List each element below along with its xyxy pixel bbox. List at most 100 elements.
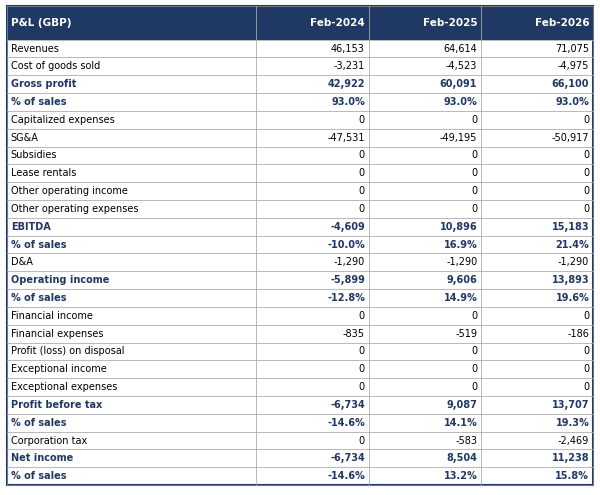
Text: P&L (GBP): P&L (GBP) [11,18,71,28]
Text: 13,893: 13,893 [551,275,589,285]
Bar [7,6,256,40]
Text: -6,734: -6,734 [330,453,365,463]
Bar [368,432,481,449]
Text: -4,523: -4,523 [446,61,478,71]
Bar [368,218,481,236]
Bar [481,75,593,93]
Bar [7,75,256,93]
Text: 0: 0 [359,382,365,392]
Text: Subsidies: Subsidies [11,150,58,160]
Text: 0: 0 [583,168,589,178]
Bar [368,396,481,414]
Bar [7,432,256,449]
Bar [481,271,593,289]
Text: 9,087: 9,087 [446,400,478,410]
Bar [481,289,593,307]
Text: Feb-2025: Feb-2025 [423,18,478,28]
Text: 0: 0 [583,364,589,374]
Bar [368,360,481,378]
Bar [256,200,368,218]
Bar [368,271,481,289]
Text: -519: -519 [455,329,478,339]
Bar [481,432,593,449]
Text: 0: 0 [359,364,365,374]
Bar [368,236,481,253]
Bar [481,414,593,432]
Text: -47,531: -47,531 [328,133,365,143]
Text: 14.9%: 14.9% [443,293,478,303]
Bar [481,93,593,111]
Bar [481,378,593,396]
Bar [7,414,256,432]
Bar [481,164,593,182]
Bar [7,271,256,289]
Text: 0: 0 [359,311,365,321]
Bar [481,182,593,200]
Bar [256,449,368,467]
Text: 14.1%: 14.1% [443,418,478,428]
Text: 0: 0 [583,186,589,196]
Text: 0: 0 [471,204,478,214]
Text: 0: 0 [359,150,365,160]
Bar [481,467,593,485]
Text: -10.0%: -10.0% [327,240,365,249]
Bar [368,164,481,182]
Bar [368,343,481,360]
Text: 19.6%: 19.6% [556,293,589,303]
Text: Capitalized expenses: Capitalized expenses [11,115,115,125]
Text: 66,100: 66,100 [552,79,589,89]
Text: Gross profit: Gross profit [11,79,76,89]
Text: Other operating income: Other operating income [11,186,128,196]
Text: 0: 0 [471,311,478,321]
Bar [7,218,256,236]
Bar [256,432,368,449]
Text: 21.4%: 21.4% [556,240,589,249]
Bar [481,147,593,164]
Text: 0: 0 [583,382,589,392]
Bar [256,111,368,129]
Text: -2,469: -2,469 [558,436,589,446]
Text: Feb-2024: Feb-2024 [310,18,365,28]
Bar [256,343,368,360]
Bar [481,396,593,414]
Text: Lease rentals: Lease rentals [11,168,76,178]
Bar [256,253,368,271]
Text: Corporation tax: Corporation tax [11,436,87,446]
Text: -14.6%: -14.6% [327,418,365,428]
Text: 0: 0 [471,150,478,160]
Bar [368,75,481,93]
Text: -4,609: -4,609 [330,222,365,232]
Text: 0: 0 [583,311,589,321]
Bar [256,360,368,378]
Text: Profit before tax: Profit before tax [11,400,102,410]
Text: SG&A: SG&A [11,133,38,143]
Text: -5,899: -5,899 [330,275,365,285]
Bar [7,93,256,111]
Bar [256,289,368,307]
Text: 0: 0 [359,436,365,446]
Bar [256,467,368,485]
Bar [256,218,368,236]
Bar [481,200,593,218]
Bar [368,40,481,57]
Bar [256,164,368,182]
Bar [7,40,256,57]
Bar [368,467,481,485]
Bar [7,360,256,378]
Text: Operating income: Operating income [11,275,109,285]
Text: Cost of goods sold: Cost of goods sold [11,61,100,71]
Text: 0: 0 [583,115,589,125]
Bar [368,147,481,164]
Text: 0: 0 [359,168,365,178]
Bar [7,378,256,396]
Text: Financial expenses: Financial expenses [11,329,103,339]
Bar [368,111,481,129]
Text: 19.3%: 19.3% [556,418,589,428]
Bar [256,307,368,325]
Bar [256,236,368,253]
Text: 15,183: 15,183 [551,222,589,232]
Bar [256,147,368,164]
Text: 0: 0 [583,204,589,214]
Bar [481,236,593,253]
Bar [368,378,481,396]
